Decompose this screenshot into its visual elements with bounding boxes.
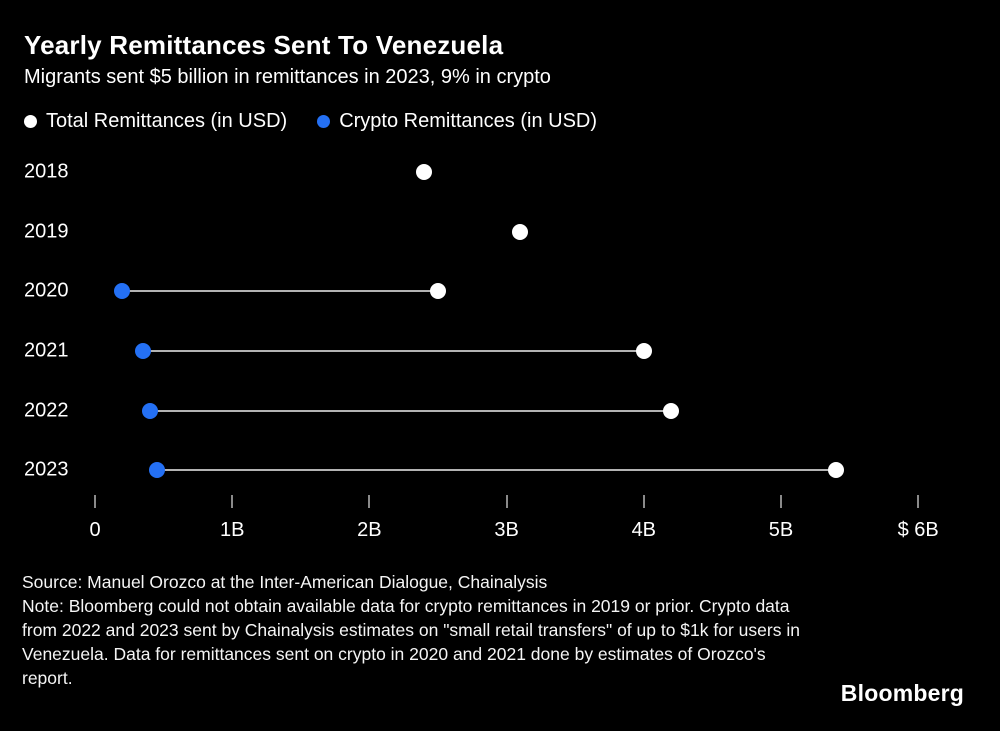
dumbbell-chart: 2018 2019 2020 2021 2022 2023 [0, 142, 1000, 500]
axis-tick [505, 495, 508, 508]
year-label: 2019 [24, 220, 69, 243]
axis-tick-label: 0 [89, 519, 101, 541]
connector-line [156, 469, 836, 472]
year-label: 2021 [24, 339, 69, 362]
axis-tick-label: $ 6B [897, 519, 939, 541]
connector-line [143, 349, 644, 352]
axis-tick [231, 495, 234, 508]
total-dot [430, 283, 446, 300]
crypto-dot [148, 462, 165, 479]
crypto-dot [114, 283, 131, 300]
year-label: 2018 [24, 160, 69, 183]
year-label: 2023 [24, 458, 69, 481]
total-dot [635, 342, 652, 359]
connector-line [122, 290, 438, 293]
total-dot [663, 402, 680, 419]
axis-tick-label: 5B [768, 519, 794, 541]
legend-item-total: Total Remittances (in USD) [24, 110, 287, 133]
chart-row-2019: 2019 [0, 202, 1000, 262]
axis-tick-label: 1B [219, 519, 245, 541]
legend-label: Crypto Remittances (in USD) [339, 110, 598, 132]
chart-row-2023: 2023 [0, 440, 1000, 500]
chart-row-2022: 2022 [0, 381, 1000, 441]
legend-label: Total Remittances (in USD) [46, 110, 288, 132]
legend: Total Remittances (in USD) Crypto Remitta… [24, 110, 597, 133]
x-axis: 0 1B 2B 3B 4B 5B $ 6B [0, 495, 1000, 555]
total-dot [512, 223, 529, 240]
crypto-dot [135, 342, 152, 359]
crypto-dot [141, 402, 158, 419]
chart-subtitle: Migrants sent $5 billion in remittances … [24, 66, 551, 88]
chart-row-2021: 2021 [0, 321, 1000, 381]
axis-tick-label: 4B [631, 519, 657, 541]
year-label: 2020 [24, 279, 69, 302]
chart-row-2018: 2018 [0, 142, 1000, 202]
legend-item-crypto: Crypto Remittances (in USD) [317, 110, 597, 133]
crypto-dot-icon [317, 115, 331, 128]
chart-row-2020: 2020 [0, 261, 1000, 321]
year-label: 2022 [24, 399, 69, 422]
total-dot [416, 163, 433, 180]
bloomberg-logo: Bloomberg [840, 680, 964, 706]
note-text: Note: Bloomberg could not obtain availab… [22, 596, 800, 688]
source-text: Source: Manuel Orozco at the Inter-Ameri… [22, 572, 548, 592]
axis-tick [368, 495, 371, 508]
axis-tick [917, 495, 920, 508]
axis-tick-label: 3B [494, 519, 519, 541]
chart-title: Yearly Remittances Sent To Venezuela [24, 30, 504, 60]
axis-tick [642, 495, 645, 508]
axis-tick [94, 495, 96, 508]
total-dot [827, 462, 844, 479]
axis-tick [780, 495, 782, 508]
axis-tick-label: 2B [357, 519, 382, 541]
footer: Source: Manuel Orozco at the Inter-Ameri… [22, 570, 800, 690]
total-dot-icon [24, 115, 37, 128]
connector-line [149, 409, 672, 412]
